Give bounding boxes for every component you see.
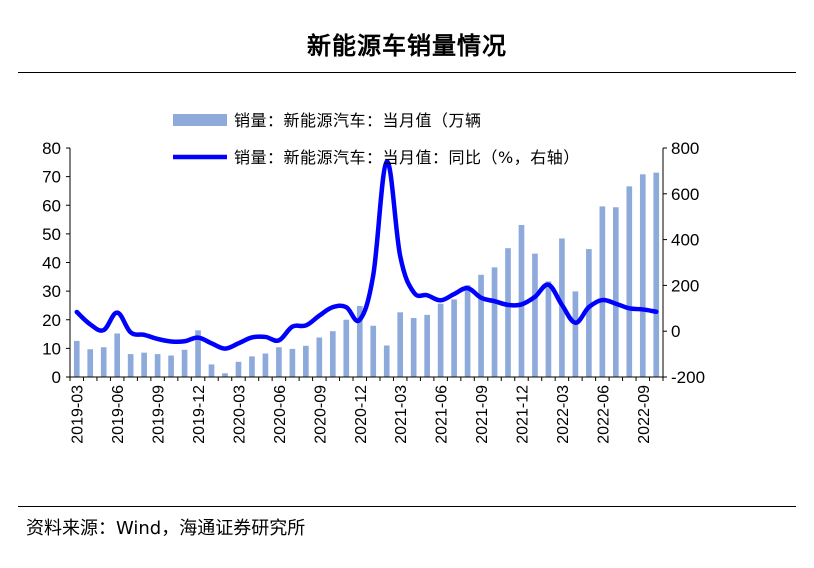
source-note: 资料来源：Wind，海通证券研究所 <box>26 518 306 539</box>
bar-2019-07 <box>127 354 134 377</box>
bar-2022-10 <box>653 172 660 377</box>
bar-2021-08 <box>464 285 471 377</box>
bar-2021-04 <box>410 318 417 377</box>
bar-2021-03 <box>397 312 404 377</box>
left-tick-label: 10 <box>42 339 61 358</box>
x-tick-label: 2021-06 <box>434 385 451 444</box>
series-line-yoy <box>74 159 659 351</box>
bar-2021-12 <box>518 225 525 377</box>
right-tick-label: 200 <box>671 276 699 295</box>
x-tick-label: 2022-09 <box>636 385 653 444</box>
x-tick-label: 2021-03 <box>393 385 410 444</box>
x-tick-label: 2021-09 <box>474 385 491 444</box>
bar-2020-12 <box>356 306 363 377</box>
bar-2020-04 <box>249 356 255 377</box>
bar-2022-09 <box>639 174 646 377</box>
chart-title: 新能源车销量情况 <box>307 31 507 60</box>
bar-2019-05 <box>100 347 107 377</box>
left-tick-label: 40 <box>42 254 61 273</box>
left-tick-label: 20 <box>42 311 61 330</box>
x-tick-label: 2022-06 <box>595 385 612 444</box>
x-tick-label: 2019-09 <box>151 385 168 444</box>
bar-2022-01 <box>532 253 538 377</box>
x-tick-label: 2020-03 <box>231 385 248 444</box>
x-tick-label: 2022-03 <box>555 385 572 444</box>
bar-2020-11 <box>343 319 350 377</box>
bar-2021-09 <box>478 274 484 377</box>
footer-rule <box>18 506 796 507</box>
bar-2021-06 <box>437 303 444 377</box>
bar-2019-09 <box>154 354 161 377</box>
x-tick-label: 2019-03 <box>70 385 87 444</box>
bar-2020-10 <box>329 331 336 377</box>
left-tick-label: 70 <box>42 168 61 187</box>
legend-bar-swatch <box>173 114 227 126</box>
bar-2019-06 <box>114 333 121 377</box>
right-tick-label: 600 <box>671 185 699 204</box>
x-tick-label: 2019-12 <box>191 385 208 444</box>
bar-2022-07 <box>612 207 619 377</box>
bar-2020-06 <box>276 347 282 377</box>
bar-2019-12 <box>195 330 201 377</box>
right-tick-label: -200 <box>671 368 705 387</box>
bar-2020-09 <box>316 337 323 377</box>
bar-2022-05 <box>586 249 592 377</box>
bar-2020-08 <box>303 345 309 377</box>
legend-label-volume: 销量：新能源汽车：当月值（万辆 <box>234 111 482 130</box>
bar-2022-08 <box>626 186 633 377</box>
left-tick-label: 30 <box>42 282 61 301</box>
bar-2020-03 <box>235 361 242 377</box>
bar-2019-03 <box>73 340 80 377</box>
bar-2022-04 <box>572 291 579 377</box>
x-tick-label: 2019-06 <box>110 385 127 444</box>
bar-2022-06 <box>599 206 606 377</box>
bar-2019-10 <box>168 355 174 377</box>
bar-2019-08 <box>141 352 147 377</box>
right-tick-label: 800 <box>671 139 699 158</box>
bar-2020-07 <box>289 348 296 377</box>
bar-2022-02 <box>545 281 552 377</box>
left-tick-label: 0 <box>52 368 61 387</box>
bar-2021-02 <box>383 345 390 377</box>
x-tick-label: 2021-12 <box>514 385 531 444</box>
bar-2020-05 <box>262 353 269 377</box>
right-tick-label: 0 <box>671 322 680 341</box>
header-rule <box>18 72 796 73</box>
bar-2019-11 <box>181 349 188 377</box>
bar-2021-01 <box>370 325 377 377</box>
bar-2020-01 <box>208 364 215 377</box>
left-tick-label: 60 <box>42 196 61 215</box>
legend-label-yoy: 销量：新能源汽车：当月值：同比（%，右轴） <box>234 148 580 167</box>
bar-2021-05 <box>424 314 430 377</box>
right-tick-label: 400 <box>671 231 699 250</box>
left-tick-label: 80 <box>42 139 61 158</box>
bar-2021-10 <box>491 267 498 377</box>
bar-2021-07 <box>451 299 457 377</box>
x-tick-label: 2020-06 <box>272 385 289 444</box>
bar-2019-04 <box>87 349 94 377</box>
x-tick-label: 2020-09 <box>312 385 329 444</box>
bar-2021-11 <box>505 248 511 377</box>
left-tick-label: 50 <box>42 225 61 244</box>
bar-2020-02 <box>222 373 228 377</box>
x-tick-label: 2020-12 <box>353 385 370 444</box>
